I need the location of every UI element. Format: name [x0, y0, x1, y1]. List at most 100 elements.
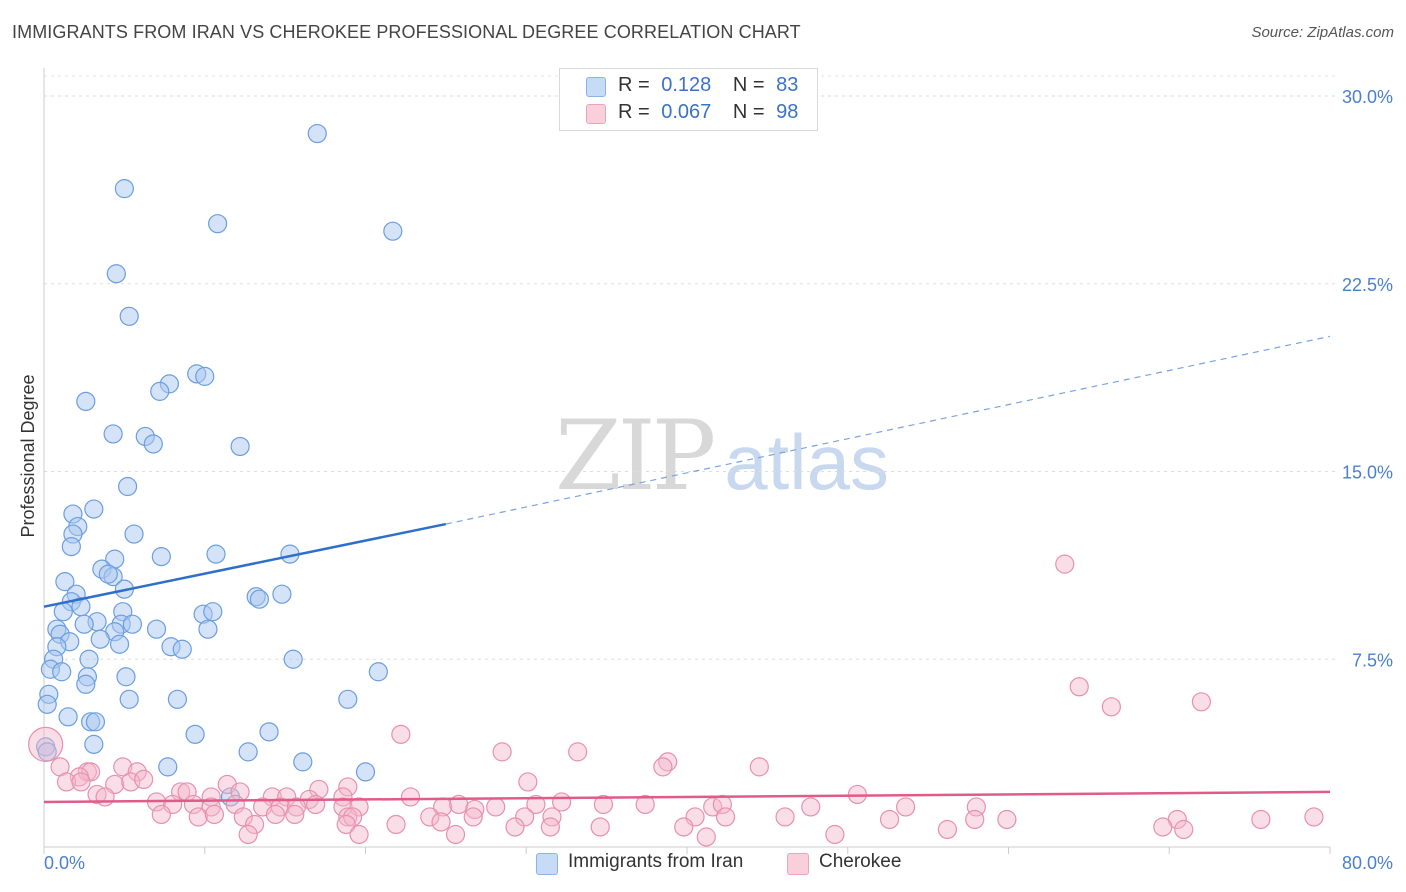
cherokee-point: [1191, 692, 1212, 712]
iran-point: [185, 724, 205, 744]
iran-point: [85, 712, 106, 732]
iran-point: [195, 366, 215, 386]
cherokee-point: [71, 772, 91, 792]
y-tick-label: 15.0%: [1342, 463, 1393, 483]
iran-points: [36, 123, 403, 807]
iran-point: [84, 734, 104, 754]
legend-r-label: R =: [618, 101, 650, 123]
iran-point: [119, 306, 139, 326]
cherokee-point: [244, 814, 265, 835]
cherokee-point: [333, 787, 353, 807]
cherokee-point: [285, 804, 305, 825]
cherokee-point: [338, 777, 358, 797]
iran-trend-line: [43, 522, 447, 608]
cherokee-point-cluster: [28, 726, 64, 762]
cherokee-point: [1251, 809, 1271, 830]
iran-point: [307, 123, 327, 144]
cherokee-point: [349, 824, 369, 845]
watermark-zip: ZIP: [555, 400, 716, 512]
iran-point: [355, 762, 376, 782]
cherokee-point: [542, 807, 562, 827]
iran-point: [84, 499, 104, 519]
legend-n-value: 98: [776, 101, 799, 123]
cherokee-point: [715, 807, 736, 827]
cherokee-point: [568, 742, 588, 762]
cherokee-point: [825, 824, 845, 845]
cherokee-point: [338, 807, 358, 827]
source-label: Source: ZipAtlas.com: [1251, 24, 1394, 41]
cherokee-point: [343, 807, 363, 827]
watermark: ZIP atlas: [555, 400, 889, 512]
iran-point: [61, 536, 81, 557]
iran-point: [293, 752, 313, 772]
cherokee-trend-line: [43, 790, 1331, 804]
legend-text-cherokee: R = 0.067 N = 98: [618, 101, 798, 124]
cherokee-point: [997, 809, 1017, 830]
cherokee-point: [463, 807, 483, 827]
cherokee-point: [134, 769, 154, 790]
cherokee-point: [238, 824, 258, 845]
iran-point: [198, 619, 218, 639]
cherokee-point: [204, 804, 224, 825]
cherokee-point: [879, 809, 900, 830]
iran-point: [74, 614, 94, 634]
cherokee-point: [386, 814, 406, 835]
legend-n-value: 83: [776, 74, 799, 96]
iran-point: [58, 707, 78, 727]
legend-swatch-cherokee: [586, 104, 606, 124]
iran-point: [249, 589, 270, 609]
trend-lines: [43, 335, 1331, 804]
correlation-legend: R = 0.128 N = 83 R = 0.067 N = 98: [559, 68, 818, 131]
cherokee-point: [1069, 677, 1089, 697]
cherokee-point: [653, 757, 673, 777]
iran-point: [109, 634, 130, 654]
iran-point: [259, 722, 279, 742]
cherokee-point: [486, 797, 506, 817]
cherokee-point: [526, 794, 546, 815]
iran-point: [230, 436, 250, 457]
cherokee-point: [286, 797, 306, 817]
cherokee-point: [151, 804, 171, 825]
legend-r-value: 0.067: [661, 101, 712, 123]
iran-point: [76, 391, 96, 412]
y-tick-label: 30.0%: [1342, 87, 1393, 107]
iran-point: [106, 264, 126, 284]
iran-point: [150, 381, 170, 401]
cherokee-point: [1055, 554, 1075, 574]
legend-n-label: N =: [732, 74, 765, 96]
axes: [43, 68, 1331, 854]
cherokee-point: [937, 819, 958, 840]
iran-point: [203, 602, 223, 622]
iran-point: [272, 584, 292, 604]
cherokee-point: [265, 804, 286, 825]
iran-point: [151, 547, 171, 567]
iran-point: [124, 524, 144, 544]
cherokee-point: [391, 724, 411, 744]
cherokee-point: [400, 787, 421, 807]
iran-point: [383, 221, 403, 241]
cherokee-point: [492, 742, 512, 762]
iran-point: [158, 757, 178, 777]
iran-point: [37, 694, 57, 714]
cherokee-point: [635, 794, 655, 815]
cherokee-point: [56, 772, 77, 792]
cherokee-point: [465, 799, 485, 820]
iran-point: [238, 742, 258, 762]
iran-point: [55, 572, 75, 592]
cherokee-point: [1174, 819, 1194, 840]
cherokee-point: [95, 787, 115, 807]
iran-point: [114, 179, 134, 199]
bottom-legend-label-iran: Immigrants from Iran: [568, 851, 744, 872]
cherokee-point: [1101, 697, 1121, 717]
iran-point: [52, 662, 72, 682]
iran-point: [119, 689, 139, 709]
cherokee-point: [1304, 807, 1324, 827]
cherokee-point: [309, 779, 329, 800]
iran-point: [338, 689, 358, 709]
cherokee-point: [233, 807, 253, 827]
iran-point: [167, 689, 188, 709]
cherokee-point: [696, 827, 716, 847]
iran-point: [122, 614, 143, 634]
cherokee-point: [590, 817, 610, 837]
